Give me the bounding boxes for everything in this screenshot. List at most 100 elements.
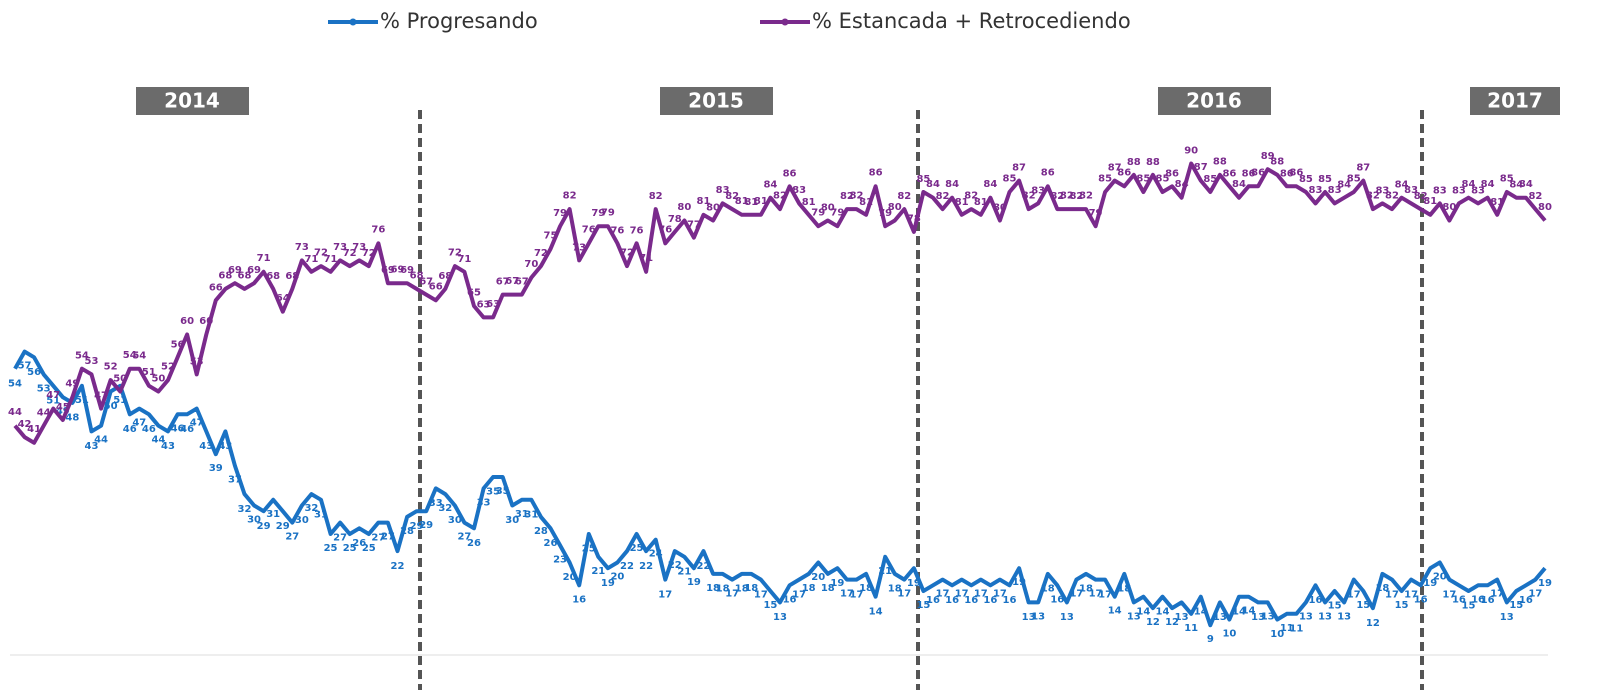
data-label: 84 [1232, 179, 1246, 190]
data-label: 82 [1528, 191, 1542, 202]
data-label: 69 [381, 265, 395, 276]
data-label: 37 [228, 475, 242, 486]
data-label: 82 [1414, 191, 1428, 202]
data-label: 82 [936, 191, 950, 202]
data-label: 31 [524, 510, 538, 521]
data-label: 11 [1280, 623, 1294, 634]
data-label: 72 [314, 247, 328, 258]
data-label: 18 [859, 583, 873, 594]
data-label: 18 [821, 583, 835, 594]
data-label: 54 [8, 378, 22, 389]
data-label: 84 [1337, 180, 1351, 191]
data-label: 81 [955, 197, 969, 208]
data-label: 83 [1328, 185, 1342, 196]
data-label: 17 [1098, 589, 1112, 600]
data-label: 83 [1404, 185, 1418, 196]
data-label: 82 [1050, 191, 1064, 202]
data-label: 83 [1375, 185, 1389, 196]
data-label: 81 [1423, 196, 1437, 207]
data-label: 13 [1299, 611, 1313, 622]
data-label: 17 [1490, 589, 1504, 600]
data-label: 18 [1079, 584, 1093, 595]
data-label: 27 [285, 532, 299, 543]
year-label: 2016 [1186, 89, 1242, 113]
data-label: 10 [1270, 629, 1284, 640]
year-dividers [418, 110, 1424, 690]
data-label: 33 [429, 498, 443, 509]
data-label: 22 [620, 561, 634, 572]
data-label: 82 [563, 190, 577, 201]
data-label: 20 [563, 572, 577, 583]
data-label: 22 [639, 561, 653, 572]
data-label: 69 [391, 265, 405, 276]
data-label: 17 [792, 589, 806, 600]
data-label: 56 [27, 367, 41, 378]
data-label: 82 [649, 191, 663, 202]
data-label: 69 [247, 265, 261, 276]
data-label: 86 [783, 168, 797, 179]
data-label: 84 [1509, 180, 1523, 191]
data-label: 68 [438, 271, 452, 282]
data-label: 22 [391, 561, 405, 572]
data-label: 47 [94, 391, 108, 402]
data-label: 14 [1242, 606, 1256, 617]
data-label: 21 [878, 566, 892, 577]
data-label: 60 [199, 316, 213, 327]
data-label: 79 [830, 208, 844, 219]
data-label: 18 [1041, 584, 1055, 595]
data-label: 18 [802, 583, 816, 594]
data-label: 46 [171, 423, 185, 434]
data-label: 31 [515, 509, 529, 520]
data-label: 82 [1060, 190, 1074, 201]
data-label: 85 [1500, 173, 1514, 184]
data-label: 35 [496, 486, 510, 497]
data-label: 84 [983, 179, 997, 190]
data-label: 13 [1022, 612, 1036, 623]
data-label: 82 [840, 191, 854, 202]
data-label: 11 [1289, 624, 1303, 635]
data-label: 12 [1366, 618, 1380, 629]
year-label: 2017 [1487, 89, 1543, 113]
year-box [660, 87, 773, 115]
data-label: 17 [658, 589, 672, 600]
data-label: 70 [524, 259, 538, 270]
data-label: 16 [926, 595, 940, 606]
data-label: 19 [1538, 578, 1552, 589]
data-label: 52 [104, 361, 118, 372]
data-label: 80 [1538, 202, 1552, 213]
data-label: 25 [362, 543, 376, 554]
data-label: 84 [1519, 179, 1533, 190]
data-label: 86 [1165, 168, 1179, 179]
data-label: 24 [649, 549, 663, 560]
data-label: 73 [572, 242, 586, 253]
data-label: 25 [630, 543, 644, 554]
data-label: 17 [850, 589, 864, 600]
data-label: 16 [1519, 595, 1533, 606]
data-label: 81 [859, 197, 873, 208]
data-label: 16 [1471, 594, 1485, 605]
data-label: 77 [687, 220, 701, 231]
data-label: 80 [993, 203, 1007, 214]
data-label: 81 [754, 196, 768, 207]
data-label: 82 [1385, 190, 1399, 201]
data-label: 56 [171, 339, 185, 350]
data-label: 76 [658, 225, 672, 236]
data-label: 17 [1528, 589, 1542, 600]
data-label: 83 [716, 185, 730, 196]
data-label: 19 [907, 578, 921, 589]
data-label: 28 [534, 526, 548, 537]
data-label: 81 [697, 196, 711, 207]
data-label: 50 [151, 374, 165, 385]
data-label: 67 [419, 277, 433, 288]
data-label: 17 [840, 589, 854, 600]
data-label: 72 [620, 247, 634, 258]
data-label: 27 [457, 532, 471, 543]
data-label: 50 [104, 401, 118, 412]
data-label: 13 [1337, 611, 1351, 622]
data-label: 13 [1127, 611, 1141, 622]
data-label: 14 [1232, 606, 1246, 617]
legend-marker [781, 18, 789, 26]
data-label: 29 [276, 521, 290, 532]
data-label: 31 [314, 510, 328, 521]
data-label: 12 [1146, 617, 1160, 628]
